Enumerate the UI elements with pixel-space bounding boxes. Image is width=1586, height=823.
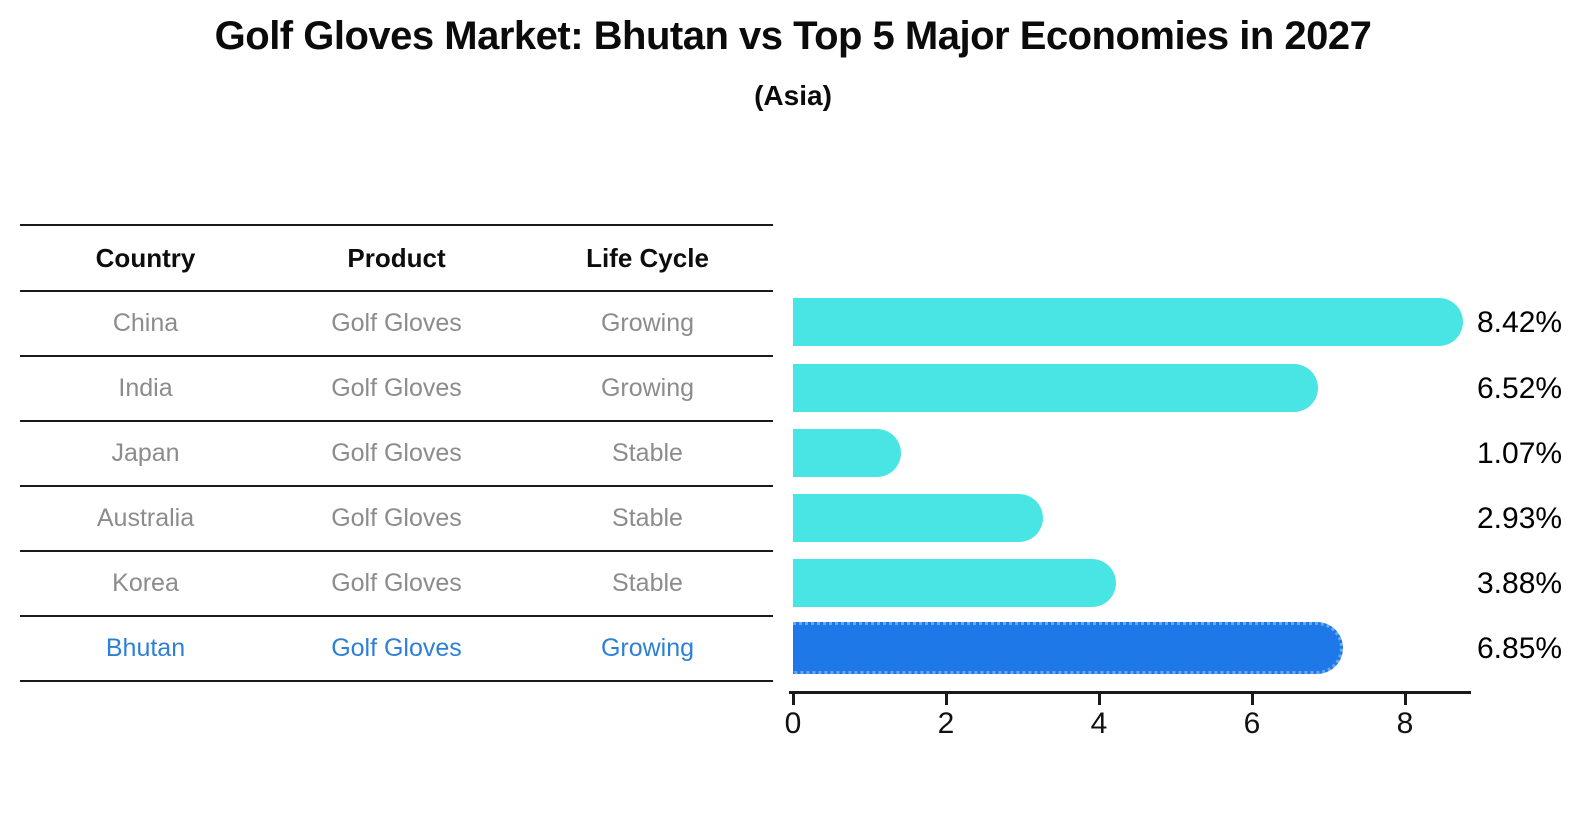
cell-life-cycle: Stable	[612, 439, 683, 467]
x-axis	[789, 691, 1471, 694]
x-tick-label: 2	[937, 707, 955, 740]
bar-plot-area: 8.42% 6.52% 1.07% 2.93% 3.88% 6.85% 0	[785, 224, 1562, 740]
bar-row-china: 8.42%	[793, 290, 1562, 356]
tick-mark	[1097, 694, 1101, 705]
cell-product: Golf Gloves	[331, 309, 462, 337]
table-row-china: China Golf Gloves Growing	[20, 290, 773, 355]
cell-life-cycle: Growing	[600, 309, 695, 337]
bar-row-india: 6.52%	[793, 356, 1562, 421]
cell-product: Golf Gloves	[331, 374, 462, 402]
bar-australia	[793, 494, 1044, 542]
cell-life-cycle: Growing	[600, 634, 695, 662]
table-row-bhutan-highlighted: Bhutan Golf Gloves Growing	[20, 615, 773, 680]
cell-product: Golf Gloves	[331, 634, 462, 662]
cell-country: Australia	[96, 504, 195, 532]
cell-country: Bhutan	[105, 634, 186, 662]
cell-product: Golf Gloves	[331, 504, 462, 532]
table-row-india: India Golf Gloves Growing	[20, 355, 773, 420]
bar-japan	[793, 429, 901, 477]
value-label-korea: 3.88%	[1477, 566, 1563, 600]
cell-life-cycle: Stable	[612, 569, 683, 597]
value-label-australia: 2.93%	[1477, 501, 1563, 535]
bar-india	[793, 364, 1318, 412]
bar-china	[793, 298, 1464, 346]
table-row-australia: Australia Golf Gloves Stable	[20, 485, 773, 550]
x-tick-label: 4	[1090, 707, 1108, 740]
value-label-india: 6.52%	[1477, 371, 1563, 405]
cell-country: Korea	[112, 569, 179, 597]
tick-mark	[944, 694, 948, 705]
column-header-product: Product	[347, 242, 446, 273]
cell-country: Japan	[111, 439, 180, 467]
cell-product: Golf Gloves	[331, 439, 462, 467]
table-row-japan: Japan Golf Gloves Stable	[20, 420, 773, 485]
tick-mark	[1250, 694, 1254, 705]
x-tick-label: 0	[784, 707, 802, 740]
x-tick-label: 8	[1396, 707, 1414, 740]
cell-life-cycle: Stable	[612, 504, 683, 532]
bar-row-australia: 2.93%	[793, 486, 1562, 551]
cell-life-cycle: Growing	[600, 374, 695, 402]
tick-mark	[792, 694, 795, 705]
chart-subtitle: (Asia)	[754, 80, 832, 111]
bar-bhutan-highlighted	[793, 622, 1343, 674]
cell-country: India	[118, 374, 173, 402]
bar-korea	[793, 559, 1116, 607]
bar-row-korea: 3.88%	[793, 551, 1562, 616]
value-label-china: 8.42%	[1477, 306, 1563, 339]
bar-row-bhutan: 6.85%	[793, 616, 1562, 681]
value-label-bhutan: 6.85%	[1477, 631, 1563, 665]
table-header-row: Country Product Life Cycle	[20, 224, 773, 290]
column-header-life-cycle: Life Cycle	[586, 242, 709, 273]
cell-country: China	[112, 309, 179, 337]
table-row-korea: Korea Golf Gloves Stable	[20, 550, 773, 615]
country-table: Country Product Life Cycle China Golf Gl…	[20, 224, 773, 682]
value-label-japan: 1.07%	[1477, 436, 1563, 470]
cell-product: Golf Gloves	[331, 569, 462, 597]
chart-title: Golf Gloves Market: Bhutan vs Top 5 Majo…	[214, 14, 1372, 58]
bar-row-japan: 1.07%	[793, 421, 1562, 486]
tick-mark	[1403, 694, 1407, 705]
x-tick-label: 6	[1243, 707, 1261, 740]
column-header-country: Country	[95, 242, 196, 273]
